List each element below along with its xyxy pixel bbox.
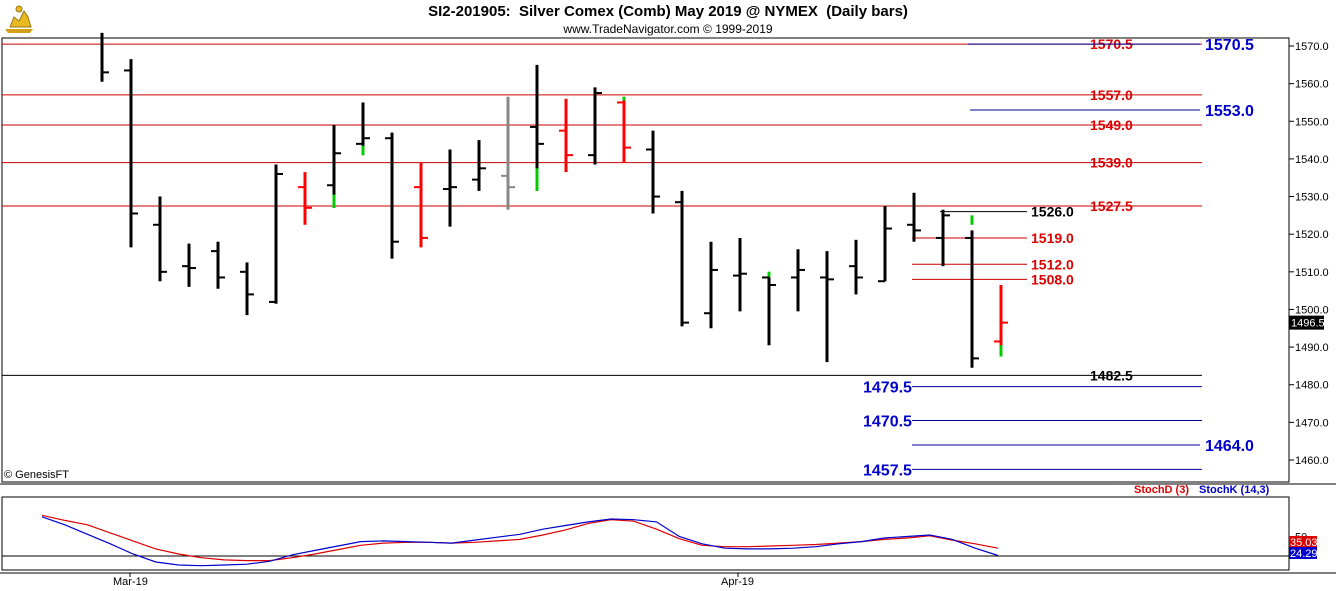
resistance-label: 1549.0 [1090, 117, 1133, 133]
resistance-label: 1539.0 [1090, 155, 1133, 171]
gold-bull-logo-icon [5, 5, 33, 33]
y-tick-label: 1560.0 [1295, 79, 1329, 91]
y-tick-label: 1470.0 [1295, 417, 1329, 429]
stoch-legend-k: StochK (14,3) [1199, 484, 1270, 496]
copyright-text: www.TradeNavigator.com © 1999-2019 [563, 22, 773, 36]
x-tick-label: Apr-19 [721, 576, 754, 588]
support-label: 1470.5 [863, 413, 912, 430]
stoch-pane-frame [1, 496, 1290, 571]
y-tick-label: 1520.0 [1295, 229, 1329, 241]
y-tick-label: 1460.0 [1295, 455, 1329, 467]
target-label: 1553.0 [1205, 103, 1254, 120]
stoch-legend-d: StochD (3) [1134, 484, 1189, 496]
last-price-box [1289, 315, 1324, 330]
price-pane-frame [1, 37, 1290, 483]
chart-header: SI2-201905: Silver Comex (Comb) May 2019… [0, 0, 1336, 38]
stoch-k-last-label: 24.29 [1290, 548, 1318, 560]
stoch-k-line [41, 516, 999, 567]
last-price-label: 1496.5 [1291, 318, 1325, 330]
stoch-d-last-box [1289, 536, 1317, 548]
support-black-label: 1482.5 [1090, 367, 1133, 383]
watermark: © GenesisFT [4, 469, 69, 481]
y-tick-label: 1570.0 [1295, 41, 1329, 53]
resistance-label: 1557.0 [1090, 87, 1133, 103]
y-tick-label: 1550.0 [1295, 116, 1329, 128]
y-tick-label: 1500.0 [1295, 304, 1329, 316]
resistance-label: 1527.5 [1090, 198, 1133, 214]
target-label: 1464.0 [1205, 438, 1254, 455]
y-tick-label: 1530.0 [1295, 192, 1329, 204]
chart-title: SI2-201905: Silver Comex (Comb) May 2019… [428, 3, 908, 20]
stoch-d-last-label: 35.03 [1290, 537, 1318, 549]
y-tick-label: 1490.0 [1295, 342, 1329, 354]
minor-resistance-label: 1512.0 [1031, 256, 1074, 272]
stoch-d-line [41, 514, 999, 562]
stoch-k-last-box [1289, 547, 1317, 559]
x-tick-label: Mar-19 [113, 576, 148, 588]
minor-resistance-label: 1519.0 [1031, 230, 1074, 246]
y-tick-label: 1540.0 [1295, 154, 1329, 166]
support-label: 1479.5 [863, 380, 912, 397]
minor-resistance-label: 1508.0 [1031, 271, 1074, 287]
pivot-label: 1526.0 [1031, 204, 1074, 220]
support-label: 1457.5 [863, 462, 912, 479]
y-tick-label: 1510.0 [1295, 267, 1329, 279]
target-label: 1570.5 [1205, 37, 1254, 54]
y-tick-label: 1480.0 [1295, 380, 1329, 392]
